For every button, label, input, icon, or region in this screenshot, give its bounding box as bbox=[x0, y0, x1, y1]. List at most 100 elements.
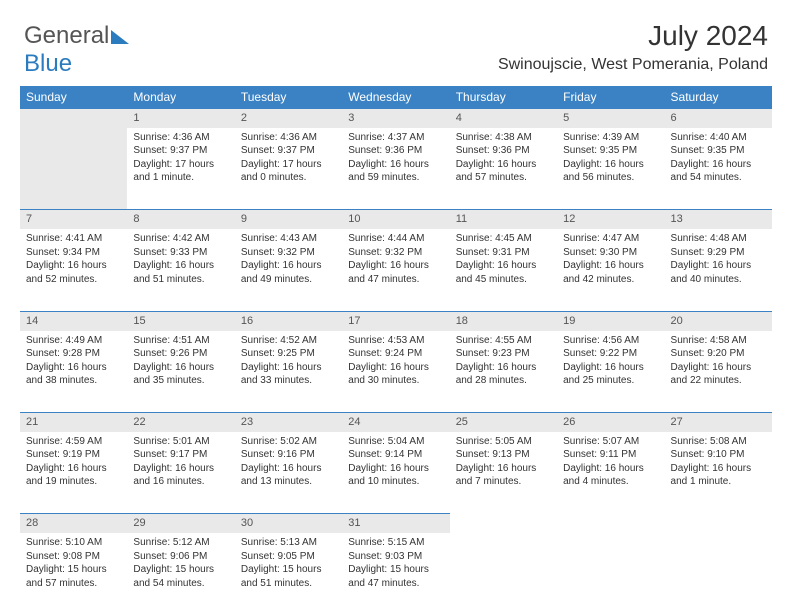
daylight-line: Daylight: 16 hours and 30 minutes. bbox=[348, 361, 443, 388]
sunset-line: Sunset: 9:11 PM bbox=[563, 448, 658, 462]
logo-text-1: General bbox=[24, 22, 109, 49]
sunrise-line: Sunrise: 4:36 AM bbox=[241, 131, 336, 145]
daylight-line: Daylight: 16 hours and 51 minutes. bbox=[133, 259, 228, 286]
sunset-line: Sunset: 9:13 PM bbox=[456, 448, 551, 462]
day-number-cell bbox=[450, 514, 557, 533]
sunset-line: Sunset: 9:35 PM bbox=[671, 144, 766, 158]
sunrise-line: Sunrise: 4:48 AM bbox=[671, 232, 766, 246]
sunrise-line: Sunrise: 4:38 AM bbox=[456, 131, 551, 145]
day-number-cell: 24 bbox=[342, 413, 449, 432]
sunset-line: Sunset: 9:17 PM bbox=[133, 448, 228, 462]
daylight-line: Daylight: 16 hours and 33 minutes. bbox=[241, 361, 336, 388]
day-content-cell: Sunrise: 4:49 AMSunset: 9:28 PMDaylight:… bbox=[20, 331, 127, 413]
day-content-cell: Sunrise: 5:01 AMSunset: 9:17 PMDaylight:… bbox=[127, 432, 234, 514]
day-content-cell: Sunrise: 5:08 AMSunset: 9:10 PMDaylight:… bbox=[665, 432, 772, 514]
sunset-line: Sunset: 9:05 PM bbox=[241, 550, 336, 564]
sunset-line: Sunset: 9:28 PM bbox=[26, 347, 121, 361]
day-number-cell: 20 bbox=[665, 311, 772, 330]
sunset-line: Sunset: 9:37 PM bbox=[241, 144, 336, 158]
daylight-line: Daylight: 16 hours and 40 minutes. bbox=[671, 259, 766, 286]
daylight-line: Daylight: 16 hours and 56 minutes. bbox=[563, 158, 658, 185]
sunrise-line: Sunrise: 4:53 AM bbox=[348, 334, 443, 348]
sunrise-line: Sunrise: 4:37 AM bbox=[348, 131, 443, 145]
sunrise-line: Sunrise: 5:02 AM bbox=[241, 435, 336, 449]
day-content-cell bbox=[450, 533, 557, 615]
day-content-cell: Sunrise: 5:13 AMSunset: 9:05 PMDaylight:… bbox=[235, 533, 342, 615]
logo-text-2: Blue bbox=[24, 50, 72, 77]
day-content-cell: Sunrise: 4:51 AMSunset: 9:26 PMDaylight:… bbox=[127, 331, 234, 413]
sunset-line: Sunset: 9:32 PM bbox=[348, 246, 443, 260]
day-content-row: Sunrise: 4:41 AMSunset: 9:34 PMDaylight:… bbox=[20, 229, 772, 311]
sunrise-line: Sunrise: 5:10 AM bbox=[26, 536, 121, 550]
day-content-cell: Sunrise: 4:52 AMSunset: 9:25 PMDaylight:… bbox=[235, 331, 342, 413]
sunset-line: Sunset: 9:08 PM bbox=[26, 550, 121, 564]
daylight-line: Daylight: 17 hours and 0 minutes. bbox=[241, 158, 336, 185]
day-number-cell: 11 bbox=[450, 210, 557, 229]
sunset-line: Sunset: 9:20 PM bbox=[671, 347, 766, 361]
day-number-row: 78910111213 bbox=[20, 210, 772, 229]
sunset-line: Sunset: 9:26 PM bbox=[133, 347, 228, 361]
day-content-cell: Sunrise: 4:41 AMSunset: 9:34 PMDaylight:… bbox=[20, 229, 127, 311]
day-number-cell: 18 bbox=[450, 311, 557, 330]
header-monday: Monday bbox=[127, 86, 234, 109]
header-tuesday: Tuesday bbox=[235, 86, 342, 109]
day-number-cell: 28 bbox=[20, 514, 127, 533]
sunrise-line: Sunrise: 5:13 AM bbox=[241, 536, 336, 550]
daylight-line: Daylight: 16 hours and 4 minutes. bbox=[563, 462, 658, 489]
calendar-table: Sunday Monday Tuesday Wednesday Thursday… bbox=[20, 86, 772, 615]
day-content-cell: Sunrise: 4:36 AMSunset: 9:37 PMDaylight:… bbox=[127, 128, 234, 210]
day-content-cell bbox=[665, 533, 772, 615]
daylight-line: Daylight: 16 hours and 49 minutes. bbox=[241, 259, 336, 286]
daylight-line: Daylight: 16 hours and 38 minutes. bbox=[26, 361, 121, 388]
sunset-line: Sunset: 9:23 PM bbox=[456, 347, 551, 361]
day-content-cell: Sunrise: 4:47 AMSunset: 9:30 PMDaylight:… bbox=[557, 229, 664, 311]
day-content-cell: Sunrise: 4:36 AMSunset: 9:37 PMDaylight:… bbox=[235, 128, 342, 210]
day-content-row: Sunrise: 4:59 AMSunset: 9:19 PMDaylight:… bbox=[20, 432, 772, 514]
day-number-row: 123456 bbox=[20, 109, 772, 128]
daylight-line: Daylight: 16 hours and 52 minutes. bbox=[26, 259, 121, 286]
day-number-cell: 7 bbox=[20, 210, 127, 229]
daylight-line: Daylight: 16 hours and 1 minute. bbox=[671, 462, 766, 489]
logo-triangle-icon bbox=[111, 30, 129, 44]
daylight-line: Daylight: 17 hours and 1 minute. bbox=[133, 158, 228, 185]
sunrise-line: Sunrise: 4:36 AM bbox=[133, 131, 228, 145]
day-number-cell: 19 bbox=[557, 311, 664, 330]
sunrise-line: Sunrise: 5:15 AM bbox=[348, 536, 443, 550]
day-content-cell: Sunrise: 5:07 AMSunset: 9:11 PMDaylight:… bbox=[557, 432, 664, 514]
sunset-line: Sunset: 9:31 PM bbox=[456, 246, 551, 260]
day-number-cell: 5 bbox=[557, 109, 664, 128]
daylight-line: Daylight: 16 hours and 47 minutes. bbox=[348, 259, 443, 286]
day-number-row: 21222324252627 bbox=[20, 413, 772, 432]
header-saturday: Saturday bbox=[665, 86, 772, 109]
day-content-cell: Sunrise: 4:44 AMSunset: 9:32 PMDaylight:… bbox=[342, 229, 449, 311]
day-content-cell: Sunrise: 5:04 AMSunset: 9:14 PMDaylight:… bbox=[342, 432, 449, 514]
header-sunday: Sunday bbox=[20, 86, 127, 109]
day-number-cell: 6 bbox=[665, 109, 772, 128]
daylight-line: Daylight: 16 hours and 35 minutes. bbox=[133, 361, 228, 388]
sunrise-line: Sunrise: 4:39 AM bbox=[563, 131, 658, 145]
day-number-cell: 13 bbox=[665, 210, 772, 229]
day-number-cell: 3 bbox=[342, 109, 449, 128]
day-number-cell bbox=[20, 109, 127, 128]
day-number-cell: 14 bbox=[20, 311, 127, 330]
day-number-cell: 21 bbox=[20, 413, 127, 432]
daylight-line: Daylight: 15 hours and 47 minutes. bbox=[348, 563, 443, 590]
day-content-cell: Sunrise: 5:05 AMSunset: 9:13 PMDaylight:… bbox=[450, 432, 557, 514]
sunset-line: Sunset: 9:34 PM bbox=[26, 246, 121, 260]
daylight-line: Daylight: 16 hours and 19 minutes. bbox=[26, 462, 121, 489]
daylight-line: Daylight: 16 hours and 13 minutes. bbox=[241, 462, 336, 489]
sunrise-line: Sunrise: 4:56 AM bbox=[563, 334, 658, 348]
day-content-cell: Sunrise: 5:12 AMSunset: 9:06 PMDaylight:… bbox=[127, 533, 234, 615]
day-content-cell: Sunrise: 4:43 AMSunset: 9:32 PMDaylight:… bbox=[235, 229, 342, 311]
day-content-cell bbox=[20, 128, 127, 210]
header-wednesday: Wednesday bbox=[342, 86, 449, 109]
sunset-line: Sunset: 9:29 PM bbox=[671, 246, 766, 260]
sunrise-line: Sunrise: 5:07 AM bbox=[563, 435, 658, 449]
sunset-line: Sunset: 9:03 PM bbox=[348, 550, 443, 564]
day-content-cell: Sunrise: 4:38 AMSunset: 9:36 PMDaylight:… bbox=[450, 128, 557, 210]
page-title: July 2024 bbox=[648, 20, 768, 52]
sunset-line: Sunset: 9:19 PM bbox=[26, 448, 121, 462]
day-number-cell bbox=[665, 514, 772, 533]
day-number-cell: 4 bbox=[450, 109, 557, 128]
sunset-line: Sunset: 9:25 PM bbox=[241, 347, 336, 361]
